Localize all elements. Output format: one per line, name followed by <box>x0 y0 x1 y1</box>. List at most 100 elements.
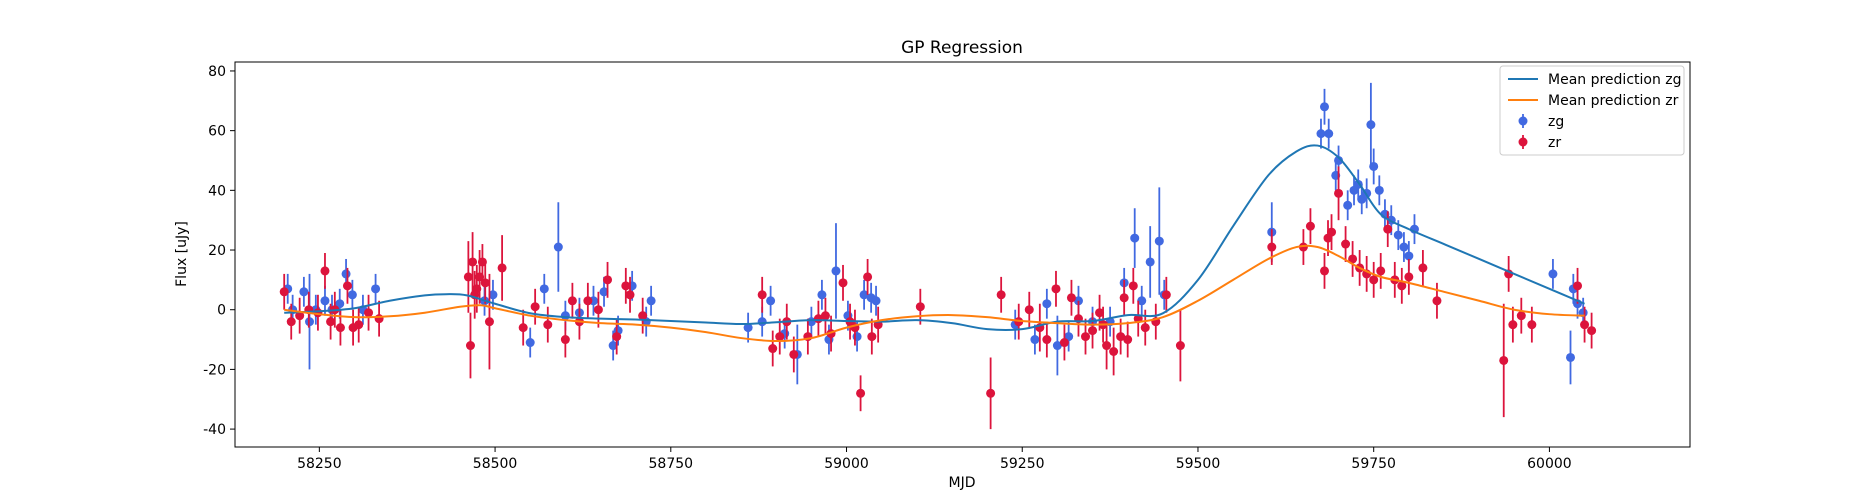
data-point <box>286 317 296 327</box>
data-point <box>757 317 767 327</box>
data-point <box>863 272 873 282</box>
plot-frame <box>234 61 1691 448</box>
data-point <box>1404 251 1414 261</box>
data-point <box>525 338 535 348</box>
data-point <box>299 287 309 297</box>
data-point <box>1369 275 1379 285</box>
data-point <box>488 290 498 300</box>
data-point <box>1305 221 1315 231</box>
data-point <box>599 287 609 297</box>
y-tick-label: 60 <box>208 124 226 140</box>
y-tick-label: 40 <box>208 183 226 199</box>
data-point <box>1383 224 1393 234</box>
data-point <box>1175 341 1185 351</box>
data-point <box>1051 284 1061 294</box>
legend: Mean prediction zg Mean prediction zr zg zr <box>1499 65 1685 156</box>
data-point <box>1161 290 1171 300</box>
data-point <box>1374 185 1384 195</box>
data-point <box>1130 233 1140 243</box>
x-tick-label: 58500 <box>473 456 518 472</box>
legend-marker-swatch <box>1518 137 1528 147</box>
y-tick-label: -40 <box>203 422 226 438</box>
data-point <box>1052 341 1062 351</box>
y-axis: -40 -20 0 20 40 60 80 <box>203 64 235 438</box>
data-point <box>1499 355 1509 365</box>
data-point <box>646 296 656 306</box>
data-point <box>1508 320 1518 330</box>
data-point <box>295 311 305 321</box>
data-point <box>1580 320 1590 330</box>
series-points-zr <box>279 166 1597 430</box>
data-point <box>279 287 289 297</box>
data-point <box>335 323 345 333</box>
data-point <box>593 305 603 315</box>
data-point <box>1088 326 1098 336</box>
x-tick-label: 59750 <box>1351 456 1396 472</box>
data-point <box>1399 242 1409 252</box>
data-point <box>539 284 549 294</box>
data-point <box>1432 296 1442 306</box>
data-point <box>867 332 877 342</box>
data-point <box>1327 227 1337 237</box>
data-point <box>1316 129 1326 139</box>
data-point <box>1123 335 1133 345</box>
data-point <box>1516 311 1526 321</box>
data-point <box>915 302 925 312</box>
data-point <box>567 296 577 306</box>
data-point <box>1154 236 1164 246</box>
data-point <box>621 281 631 291</box>
data-point <box>1357 194 1367 204</box>
data-point <box>1376 266 1386 276</box>
data-point <box>560 335 570 345</box>
data-point <box>320 266 330 276</box>
data-point <box>543 320 553 330</box>
x-tick-label: 58250 <box>297 456 342 472</box>
data-point <box>1573 281 1583 291</box>
data-point <box>1341 239 1351 249</box>
data-point <box>625 290 635 300</box>
data-point <box>1566 352 1576 362</box>
data-point <box>497 263 507 273</box>
data-point <box>530 302 540 312</box>
data-point <box>326 317 336 327</box>
data-point <box>1527 320 1537 330</box>
data-point <box>342 281 352 291</box>
data-point <box>612 332 622 342</box>
data-point <box>1042 335 1052 345</box>
x-axis-label: MJD <box>949 475 976 491</box>
data-point <box>468 257 478 267</box>
data-point <box>484 317 494 327</box>
data-point <box>1137 296 1147 306</box>
legend-label: Mean prediction zr <box>1548 93 1679 109</box>
data-point <box>768 344 778 354</box>
data-point <box>1404 272 1414 282</box>
legend-label: zr <box>1548 135 1561 151</box>
data-point <box>1042 299 1052 309</box>
data-point <box>1145 257 1155 267</box>
data-point <box>1109 346 1119 356</box>
legend-marker-swatch <box>1518 116 1528 126</box>
legend-label: Mean prediction zg <box>1548 72 1682 88</box>
data-point <box>986 388 996 398</box>
data-point <box>775 332 785 342</box>
y-tick-label: 20 <box>208 243 226 259</box>
legend-label: zg <box>1548 114 1564 130</box>
data-point <box>1095 308 1105 318</box>
data-point <box>817 290 827 300</box>
y-tick-label: -20 <box>203 362 226 378</box>
data-point <box>1334 155 1344 165</box>
data-point <box>465 341 475 351</box>
data-point <box>996 290 1006 300</box>
data-point <box>583 296 593 306</box>
data-point <box>1140 323 1150 333</box>
data-point <box>1066 293 1076 303</box>
data-point <box>1334 188 1344 198</box>
legend-frame <box>1499 65 1685 156</box>
data-point <box>364 308 374 318</box>
data-point <box>1319 102 1329 112</box>
data-point <box>320 296 330 306</box>
data-point <box>518 323 528 333</box>
data-point <box>831 266 841 276</box>
data-point <box>603 275 613 285</box>
plot-area <box>234 61 1691 448</box>
